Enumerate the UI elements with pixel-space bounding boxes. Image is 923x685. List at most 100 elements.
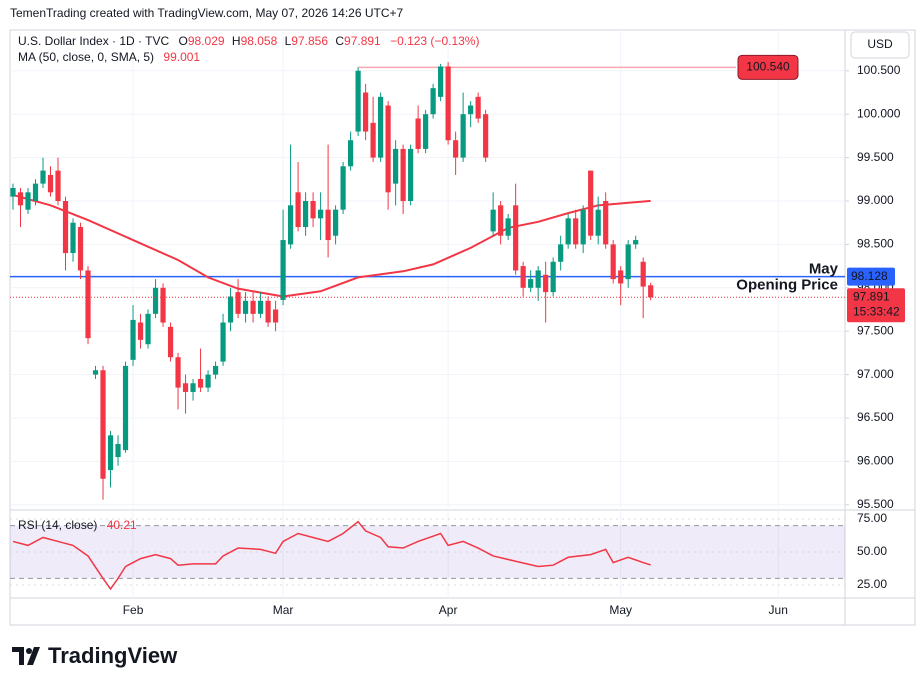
opening-price-label: 98.128 <box>851 269 888 283</box>
rsi-value: 40.21 <box>107 518 137 532</box>
y-tick-label: 99.000 <box>857 193 894 207</box>
candle-body <box>490 209 496 232</box>
candle-body <box>317 209 324 219</box>
rsi-legend: RSI (14, close) 40.21 <box>18 518 137 532</box>
y-tick-label: 97.500 <box>857 323 894 337</box>
candle-body <box>348 140 354 167</box>
candle-body <box>212 365 219 375</box>
candle-body <box>62 200 69 254</box>
candle-body <box>595 209 601 236</box>
y-tick-label: 98.500 <box>857 237 894 251</box>
candle-body <box>235 292 241 314</box>
candle-body <box>378 96 384 158</box>
logo: TradingView <box>12 643 178 668</box>
candle-body <box>77 227 84 271</box>
candle-body <box>17 192 24 206</box>
candle-body <box>385 105 391 193</box>
ohlc-letter: H <box>232 34 241 48</box>
candle-body <box>182 383 189 392</box>
candle-body <box>47 174 54 193</box>
moving-average <box>12 193 651 298</box>
candle-body <box>528 279 534 288</box>
candle-body <box>370 122 376 158</box>
ohlc-letter: O <box>179 34 188 48</box>
rsi-line <box>12 520 651 591</box>
candle-body <box>520 266 526 288</box>
change: −0.123 (−0.13%) <box>390 34 479 48</box>
candle-body <box>453 140 459 158</box>
y-tick-label: 96.000 <box>857 454 894 468</box>
candle-body <box>400 148 406 201</box>
candle-body <box>633 240 639 245</box>
candle-body <box>588 170 594 236</box>
ma-name: MA (50, close, 0, SMA, 5) <box>18 50 154 64</box>
high-marker-label: 100.540 <box>746 59 790 73</box>
candle-body <box>340 166 346 210</box>
currency[interactable]: USD <box>867 37 893 51</box>
candle-body <box>257 300 264 314</box>
brand: TradingView <box>48 643 178 668</box>
candle-body <box>498 205 504 236</box>
candle-body <box>460 114 466 158</box>
annotation: Opening Price <box>736 277 838 294</box>
candle-body <box>197 378 204 388</box>
candle-body <box>325 209 331 241</box>
candle-body <box>543 274 549 293</box>
high-value: 98.058 <box>241 34 278 48</box>
rsi-name: RSI (14, close) <box>18 518 97 532</box>
candle-body <box>190 383 196 392</box>
candle-body <box>167 326 174 358</box>
candle-body <box>483 114 489 158</box>
candle-body <box>100 370 106 479</box>
candle-body <box>618 270 624 284</box>
candle-body <box>40 170 46 184</box>
y-tick-label: 97.000 <box>857 367 894 381</box>
legend: U.S. Dollar Index · 1D · TVC O98.029 H98… <box>18 34 479 48</box>
candle-body <box>430 88 436 115</box>
candle-body <box>92 370 99 375</box>
candle-body <box>468 105 474 115</box>
candle-body <box>145 313 151 345</box>
candle-body <box>242 300 249 314</box>
y-tick-label: 95.500 <box>857 497 894 511</box>
x-tick-label: Apr <box>439 603 458 617</box>
countdown: 15:33:42 <box>853 304 900 318</box>
y-tick-label: 96.500 <box>857 410 894 424</box>
currency-button[interactable] <box>850 31 910 59</box>
logo-icon <box>12 647 40 665</box>
candle-body <box>115 444 121 458</box>
y-tick-label: 75.00 <box>857 511 887 525</box>
candle-body <box>355 70 361 132</box>
last-price-tag <box>847 288 905 323</box>
ma-legend: MA (50, close, 0, SMA, 5) 99.001 <box>18 50 200 64</box>
candle-body <box>475 96 481 119</box>
frame <box>9 29 916 626</box>
candle-body <box>265 300 271 323</box>
x-tick-label: May <box>609 603 632 617</box>
candle-body <box>415 118 421 149</box>
candle-body <box>550 261 556 293</box>
candle-body <box>640 261 646 287</box>
candle-body <box>445 66 451 141</box>
y-tick-label: 50.00 <box>857 544 887 558</box>
close-value: 97.891 <box>344 34 381 48</box>
candle-body <box>25 192 31 210</box>
candle-body <box>625 244 631 280</box>
annotation: May <box>809 261 839 278</box>
candle-body <box>32 183 39 201</box>
candle-body <box>573 218 579 245</box>
candle-body <box>107 435 114 471</box>
candle-body <box>287 205 294 245</box>
candle-body <box>513 205 519 271</box>
candle-body <box>205 374 211 388</box>
candle-body <box>175 357 181 388</box>
ohlc-letter: C <box>335 34 344 48</box>
candle-body <box>295 192 301 228</box>
candle-body <box>332 209 339 236</box>
candle-body <box>363 92 369 132</box>
candle-body <box>130 319 136 360</box>
low-value: 97.856 <box>291 34 328 48</box>
candle-body <box>580 209 586 245</box>
candle-body <box>272 309 279 323</box>
y-tick-label: 25.00 <box>857 577 887 591</box>
